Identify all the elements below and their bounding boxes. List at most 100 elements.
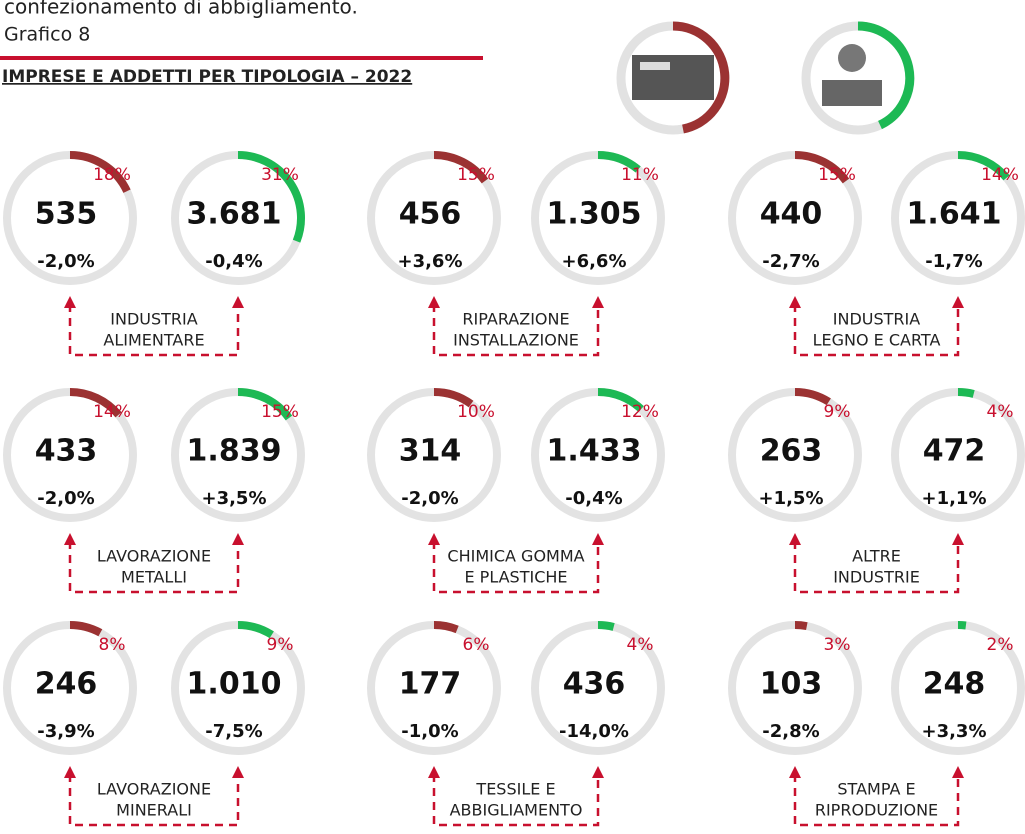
count: 1.839 [187,434,282,469]
gauge-arc [238,625,272,635]
share-label: 15% [457,165,495,185]
count: 1.305 [547,197,642,232]
share-label: 9% [267,635,294,655]
gauge-arc [795,625,807,626]
share-label: 11% [621,165,659,185]
change: +1,5% [758,488,823,509]
sector-label: STAMPA E [837,780,915,799]
arrow-head [789,766,801,778]
change: +3,5% [201,488,266,509]
change: -7,5% [205,721,262,742]
arrow-head [428,296,440,308]
share-label: 14% [93,402,131,422]
arrow-head [789,533,801,545]
sector-label: RIPRODUZIONE [815,801,938,820]
change: +3,6% [397,251,462,272]
arrow-head [952,533,964,545]
change: +1,1% [921,488,986,509]
sector-label: LAVORAZIONE [97,780,211,799]
change: -2,0% [401,488,458,509]
change: -3,9% [37,721,94,742]
arrow-head [232,766,244,778]
count: 433 [35,434,98,469]
share-label: 9% [824,402,851,422]
share-label: 4% [627,635,654,655]
gauge-arc [434,625,457,629]
arrow-head [64,296,76,308]
arrow-head [592,533,604,545]
sector-label: ALTRE [852,547,901,566]
gauge-arc [70,625,100,633]
change: -1,7% [925,251,982,272]
arrow-head [789,296,801,308]
share-label: 14% [981,165,1019,185]
title: IMPRESE E ADDETTI PER TIPOLOGIA – 2022 [2,67,412,87]
arrow-head [64,533,76,545]
gauge-arc [958,392,974,394]
count: 535 [35,197,98,232]
sector-label: LAVORAZIONE [97,547,211,566]
infographic: confezionamento di abbigliamento. Grafic… [0,0,1025,834]
change: -1,0% [401,721,458,742]
count: 1.010 [187,667,282,702]
count: 1.641 [907,197,1002,232]
gauge-arc [958,625,966,626]
count: 3.681 [187,197,282,232]
change: -0,4% [205,251,262,272]
sector-label: CHIMICA GOMMA [447,547,584,566]
figure-label: Grafico 8 [4,24,90,46]
change: -2,0% [37,488,94,509]
change: -14,0% [559,721,629,742]
change: -0,4% [565,488,622,509]
change: +3,3% [921,721,986,742]
rule [0,56,483,60]
arrow-head [232,296,244,308]
count: 263 [760,434,823,469]
count: 440 [760,197,823,232]
count: 1.433 [547,434,642,469]
arrow-head [232,533,244,545]
sector-label: RIPARAZIONE [462,310,569,329]
arrow-head [64,766,76,778]
count: 456 [399,197,462,232]
sector-label: TESSILE E [475,780,555,799]
count: 248 [923,667,986,702]
share-label: 8% [99,635,126,655]
share-label: 3% [824,635,851,655]
share-label: 12% [621,402,659,422]
change: +6,6% [561,251,626,272]
sector-label: ABBIGLIAMENTO [450,801,583,820]
gauge-arc [598,625,614,627]
arrow-head [952,766,964,778]
count: 436 [563,667,626,702]
sector-label: INDUSTRIE [833,568,920,587]
share-label: 15% [261,402,299,422]
share-label: 10% [457,402,495,422]
share-label: 18% [93,165,131,185]
intro: confezionamento di abbigliamento. [4,0,358,19]
arrow-head [952,296,964,308]
sector-label: INDUSTRIA [833,310,920,329]
sector-label: E PLASTICHE [464,568,567,587]
arrow-head [592,766,604,778]
count: 103 [760,667,823,702]
share-label: 2% [987,635,1014,655]
sector-label: METALLI [121,568,187,587]
change: -2,8% [762,721,819,742]
legend-icons [621,26,910,130]
sector-label: MINERALI [116,801,192,820]
share-label: 15% [818,165,856,185]
arrow-head [592,296,604,308]
count: 314 [399,434,462,469]
sector-label: LEGNO E CARTA [813,331,941,350]
change: -2,0% [37,251,94,272]
count: 177 [399,667,462,702]
gauge-arc [795,392,829,402]
arrow-head [428,533,440,545]
share-label: 31% [261,165,299,185]
sector-label: INDUSTRIA [110,310,197,329]
sector-label: INSTALLAZIONE [453,331,579,350]
count: 472 [923,434,986,469]
share-label: 6% [463,635,490,655]
arrow-head [428,766,440,778]
